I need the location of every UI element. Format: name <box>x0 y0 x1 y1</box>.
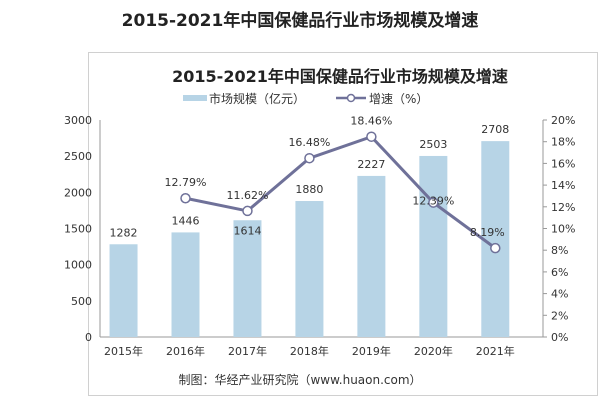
left-tick-label: 500 <box>71 295 92 308</box>
right-tick-label: 0% <box>551 331 568 344</box>
x-tick-label: 2018年 <box>290 344 329 358</box>
legend-line-marker <box>346 93 356 103</box>
right-tick-label: 20% <box>551 114 575 127</box>
growth-point <box>304 152 315 164</box>
bar-label: 1446 <box>172 214 200 227</box>
growth-point <box>242 205 253 217</box>
growth-label: 16.48% <box>288 136 330 149</box>
x-tick-label: 2016年 <box>166 344 205 358</box>
right-tick-label: 12% <box>551 201 575 214</box>
growth-label: 12.39% <box>412 195 454 208</box>
right-tick-label: 10% <box>551 223 575 236</box>
bar <box>481 141 510 337</box>
bar-label: 2708 <box>481 123 509 136</box>
growth-point <box>366 131 377 142</box>
left-tick-label: 2500 <box>64 150 92 163</box>
bar <box>357 175 386 337</box>
right-tick-label: 14% <box>551 179 575 192</box>
source-note: 制图：华经产业研究院（www.huaon.com） <box>178 372 421 387</box>
growth-label: 8.19% <box>470 226 505 239</box>
right-tick-label: 6% <box>551 266 568 279</box>
legend-bar-label: 市场规模（亿元） <box>209 91 305 106</box>
chart-frame <box>88 52 598 396</box>
growth-point <box>490 242 501 254</box>
bar-label: 1880 <box>295 183 323 196</box>
outer-title: 2015-2021年中国保健品行业市场规模及增速 <box>121 11 479 31</box>
growth-label: 11.62% <box>226 189 268 202</box>
x-tick-label: 2017年 <box>228 344 267 358</box>
left-tick-label: 0 <box>85 331 92 344</box>
bar <box>419 155 448 337</box>
growth-line <box>185 134 497 250</box>
growth-label: 12.79% <box>165 176 207 189</box>
x-tick-label: 2019年 <box>352 344 391 358</box>
x-tick-label: 2021年 <box>476 344 515 358</box>
left-tick-label: 1500 <box>64 223 92 236</box>
x-tick-label: 2015年 <box>104 344 143 358</box>
bar <box>171 232 200 337</box>
chart-title: 2015-2021年中国保健品行业市场规模及增速 <box>172 67 508 86</box>
bar <box>233 220 262 337</box>
right-tick-label: 18% <box>551 136 575 149</box>
right-tick-label: 8% <box>551 244 568 257</box>
legend-line-label: 增速（%） <box>369 92 428 106</box>
right-tick-label: 16% <box>551 157 575 170</box>
bar-label: 1282 <box>110 226 138 239</box>
x-tick-label: 2020年 <box>414 344 453 358</box>
bar-label: 2227 <box>357 158 385 171</box>
left-tick-label: 3000 <box>64 114 92 127</box>
bar-label: 1614 <box>233 224 261 237</box>
bar <box>109 244 138 337</box>
right-tick-label: 4% <box>551 288 568 301</box>
legend-bar-swatch <box>183 95 207 101</box>
left-tick-label: 1000 <box>64 259 92 272</box>
growth-label: 18.46% <box>350 115 392 128</box>
growth-point <box>428 197 439 208</box>
bar <box>295 201 324 337</box>
bar-label: 2503 <box>419 138 447 151</box>
growth-point <box>180 192 191 204</box>
left-tick-label: 2000 <box>64 186 92 199</box>
right-tick-label: 2% <box>551 309 568 322</box>
